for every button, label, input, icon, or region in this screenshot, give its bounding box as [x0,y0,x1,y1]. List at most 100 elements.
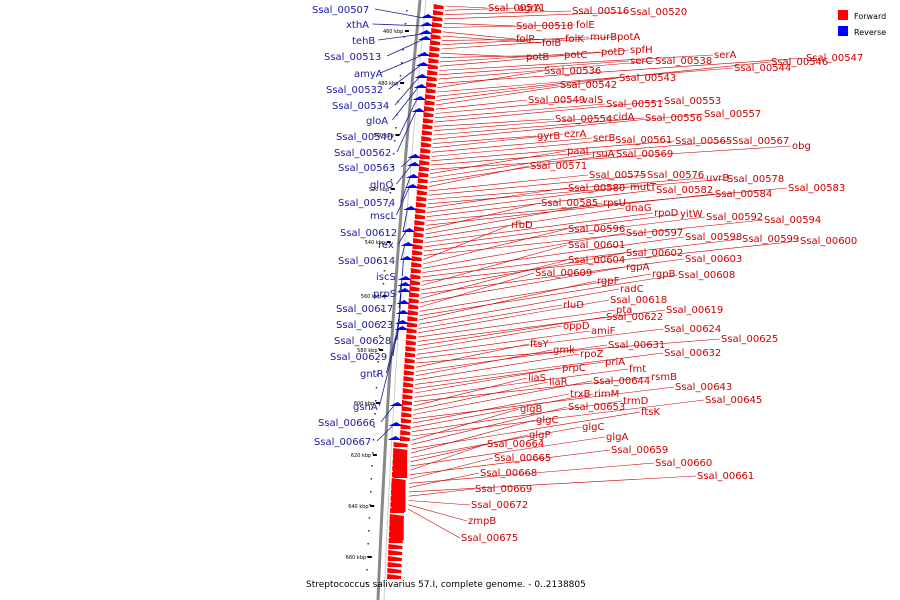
forward-gene-label: yitW [680,209,703,220]
tick-mark [386,241,391,243]
forward-label-line [432,133,564,149]
minor-tick [375,400,377,402]
forward-feature [420,142,431,147]
forward-gene-label: glgC [536,415,558,426]
forward-label-line [409,462,655,484]
forward-gene-label: Ssal_00549 [528,95,585,106]
forward-feature [422,124,433,129]
forward-feature [430,40,441,45]
reverse-gene-label: iscS [376,272,396,283]
forward-label-line [410,419,536,454]
reverse-label-line [380,405,394,423]
tick-label: 600 kbp [354,401,374,407]
minor-tick [372,452,374,454]
forward-feature [401,412,412,417]
minor-tick [404,23,407,25]
forward-gene-label: Ssal_00665 [494,453,551,464]
minor-tick [379,335,381,337]
reverse-feature [412,96,427,100]
forward-gene-label: mutT [630,182,657,193]
reverse-feature [416,52,431,56]
forward-feature [433,4,444,9]
forward-label-line [424,207,625,239]
reverse-label-line [396,111,416,153]
forward-gene-label: Ssal_00672 [471,500,528,511]
forward-gene-label: priA [605,357,625,368]
forward-gene-label: Ssal_00546 [771,57,828,68]
forward-gene-label: Ssal_00582 [656,185,713,196]
reverse-gene-label: Ssal_00623 [336,320,393,331]
reverse-feature [415,62,430,66]
forward-label-line [418,304,563,329]
forward-feature [387,568,402,573]
forward-gene-label: Ssal_00632 [664,348,721,359]
minor-tick [375,387,378,389]
tick-label: 560 kbp [361,294,381,300]
reverse-gene-label: Ssal_00614 [338,256,395,267]
forward-gene-label: ezrA [564,129,587,140]
forward-gene-label: rgpF [597,276,620,287]
reverse-gene-label: rex [378,240,394,251]
forward-label-line [413,376,651,402]
forward-feature [413,226,424,231]
forward-gene-label: Ssal_00578 [727,174,784,185]
reverse-label-line [388,65,420,90]
forward-gene-label: Ssal_00516 [572,6,629,17]
reverse-feature [404,184,419,188]
forward-gene-label: Ssal_00553 [664,96,721,107]
forward-gene-label: trmD [623,396,649,407]
forward-gene-label: rsmB [651,372,677,383]
forward-label-line [411,406,568,445]
minor-tick [391,166,394,168]
forward-gene-label: Ssal_00576 [647,170,704,181]
forward-label-line [445,5,488,9]
forward-gene-label: Ssal_00554 [555,114,612,125]
forward-gene-label: Ssal_00668 [480,468,537,479]
forward-feature [412,250,423,255]
forward-feature [409,292,420,297]
forward-feature [426,76,437,81]
forward-gene-label: Ssal_00596 [568,224,625,235]
forward-label-line [424,216,706,252]
forward-label-line [409,443,487,471]
reverse-label-lines [372,8,425,442]
forward-label-line [415,344,608,372]
forward-feature [423,106,434,111]
forward-gene-label: glgA [606,432,628,443]
forward-label-line [407,508,461,539]
minor-tick [374,413,376,415]
minor-tick [379,322,382,324]
forward-label-line [421,244,568,286]
forward-label-line [433,113,704,140]
reverse-feature [388,422,403,426]
reverse-label-line [402,259,404,277]
forward-label-line [408,475,697,493]
forward-label-line [430,145,792,170]
forward-label-line [423,228,568,265]
forward-label-line [437,57,806,84]
forward-label-line [439,49,630,67]
forward-gene-label: Ssal_00584 [715,189,772,200]
forward-gene-label: Ssal_00565 [675,136,732,147]
forward-label-line [416,338,721,364]
forward-gene-label: potD [601,47,625,58]
forward-feature [421,130,432,135]
forward-label-line [428,174,589,192]
minor-tick [368,517,371,519]
forward-feature [415,208,426,213]
forward-feature [427,64,438,69]
reverse-label-line [394,77,419,106]
reverse-feature [399,256,414,260]
forward-gene-label: Ssal_00602 [626,248,683,259]
forward-gene-label: Ssal_00598 [685,232,742,243]
minor-tick [370,478,373,480]
reverse-feature [396,300,411,304]
forward-feature [388,550,403,555]
forward-label-line [443,24,576,28]
forward-label-line [418,299,610,334]
tick-mark [372,454,377,456]
forward-label-line [419,272,535,308]
forward-label-line [409,472,480,488]
forward-feature [418,166,429,171]
